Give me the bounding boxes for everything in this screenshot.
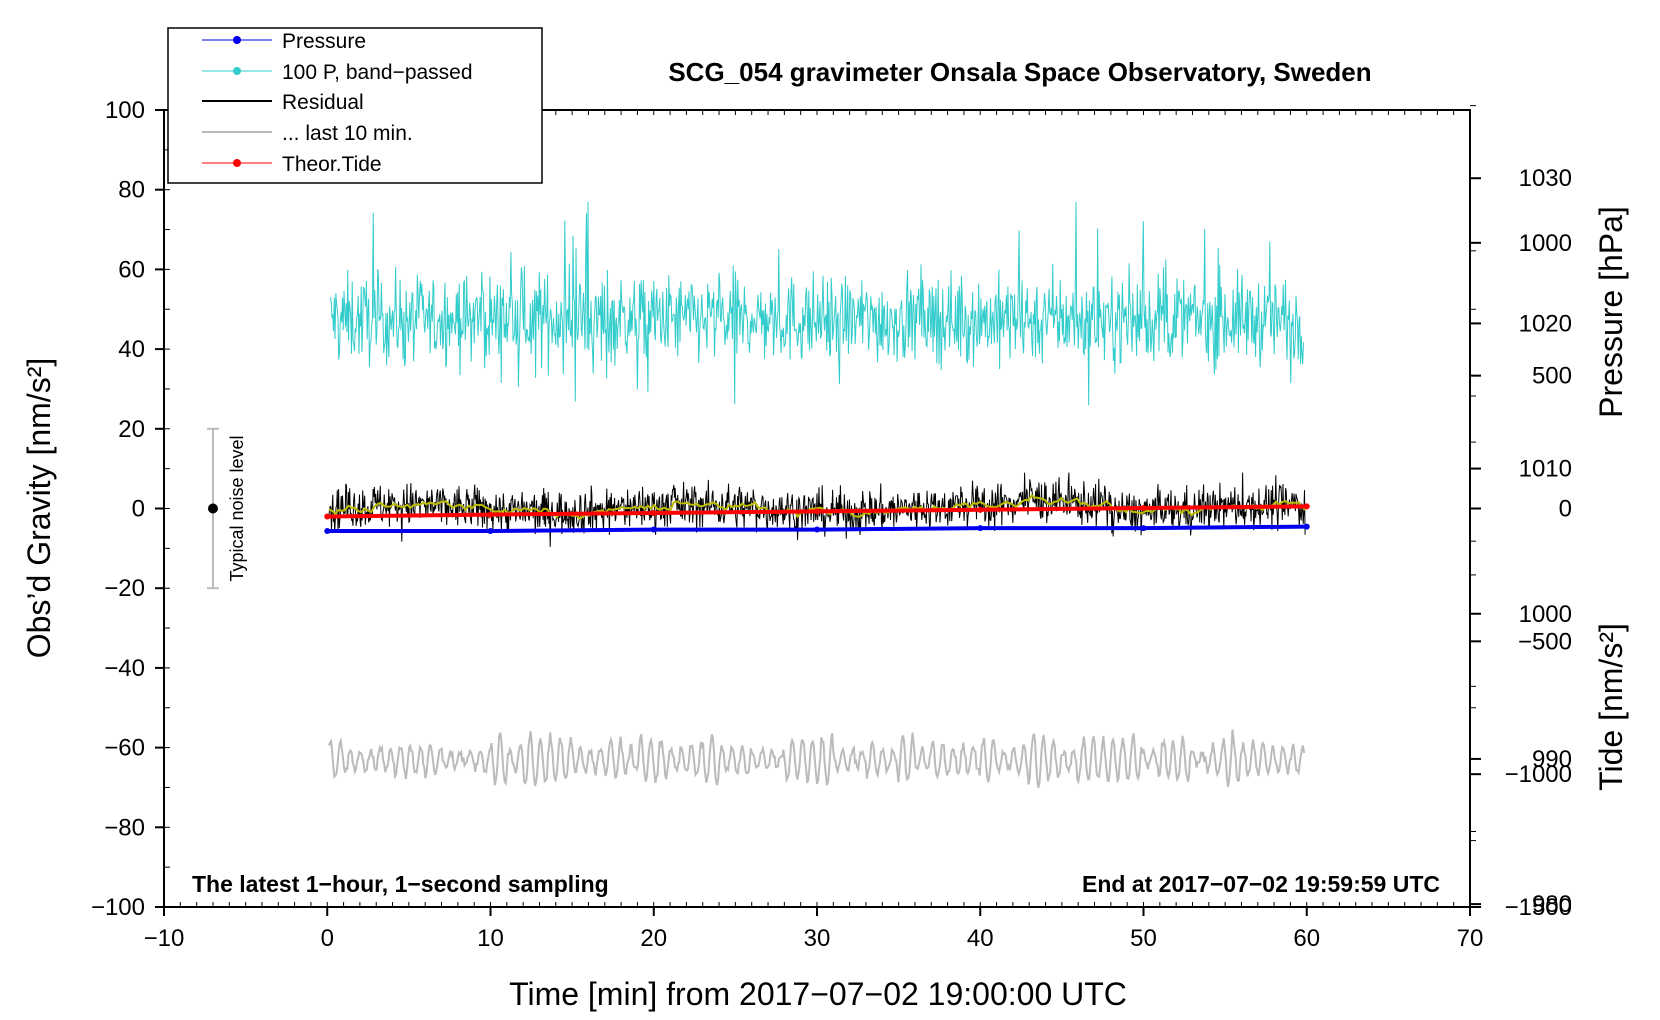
tide-tick-label: 500	[1532, 363, 1572, 390]
tide-point	[977, 506, 984, 513]
tide-point	[324, 513, 331, 520]
noise-bar-label: Typical noise level	[227, 435, 247, 581]
tide-axis-ticks: 1000 500 0 −500 −1000 −1500	[1470, 230, 1572, 921]
legend-label-band-passed: 100 P, band−passed	[282, 61, 473, 84]
series-last-10-min	[327, 729, 1306, 789]
pressure-point	[1140, 525, 1147, 532]
legend-label-pressure: Pressure	[282, 30, 366, 53]
pressure-axis-title: Pressure [hPa]	[1593, 206, 1629, 418]
x-tick-label: −10	[144, 925, 185, 952]
pressure-tick-label: 1010	[1519, 456, 1572, 483]
footnote-sampling: The latest 1−hour, 1−second sampling	[192, 871, 609, 897]
legend-label-residual: Residual	[282, 91, 364, 114]
legend: Pressure 100 P, band−passed Residual ...…	[167, 27, 543, 184]
tide-point	[814, 508, 820, 515]
y-tick-label: 0	[132, 496, 145, 523]
tide-point	[1303, 503, 1310, 510]
y-tick-label: 20	[118, 416, 145, 443]
pressure-tick-label: 980	[1532, 891, 1572, 918]
y-tick-label: 40	[118, 336, 145, 363]
pressure-tick-label: 1000	[1519, 601, 1572, 628]
noise-bar: Typical noise level	[206, 427, 247, 590]
tide-axis-title: Tide [nm/s²]	[1593, 623, 1629, 791]
tide-tick-label: −1000	[1505, 761, 1572, 788]
x-tick-label: 40	[967, 925, 994, 952]
pressure-axis-ticks: 1030 1020 1010 1000 990 980	[1470, 165, 1572, 918]
y-tick-label: 100	[105, 97, 145, 124]
series-theor-tide	[324, 503, 1310, 520]
pressure-point	[324, 528, 331, 535]
legend-marker-band-passed	[233, 67, 241, 75]
y-tick-label: 60	[118, 256, 145, 283]
pressure-point	[1303, 523, 1310, 530]
y-axis-title: Obs’d Gravity [nm/s²]	[21, 358, 57, 659]
tide-tick-label: 0	[1559, 496, 1572, 523]
x-tick-label: 10	[477, 925, 504, 952]
series-100p-band-passed	[330, 201, 1304, 406]
legend-box	[167, 27, 543, 184]
pressure-tick-label: 990	[1532, 746, 1572, 773]
y-tick-label: −80	[104, 814, 145, 841]
legend-label-theor-tide: Theor.Tide	[282, 153, 382, 176]
legend-marker-pressure	[233, 36, 241, 44]
pressure-tick-label: 1020	[1519, 310, 1572, 337]
legend-marker-theor-tide	[233, 159, 241, 167]
y-axis-ticks: 100 80 60 40 20 0 −20 −40 −60 −80 −100	[91, 97, 164, 921]
x-tick-label: 70	[1457, 925, 1484, 952]
x-tick-label: 50	[1130, 925, 1157, 952]
y-tick-label: −60	[104, 735, 145, 762]
x-axis-title: Time [min] from 2017−07−02 19:00:00 UTC	[509, 976, 1127, 1012]
tide-point	[487, 511, 494, 518]
series-pressure	[324, 523, 1310, 535]
legend-label-last-10-min: ... last 10 min.	[282, 122, 413, 145]
tide-point	[650, 510, 657, 517]
noise-bar-center	[207, 503, 218, 514]
y-tick-label: 80	[118, 177, 145, 204]
pressure-point	[487, 528, 494, 535]
y-tick-label: −40	[104, 655, 145, 682]
tide-tick-label: −500	[1518, 628, 1572, 655]
pressure-point	[977, 525, 984, 532]
x-tick-label: 60	[1293, 925, 1320, 952]
footnote-end-time: End at 2017−07−02 19:59:59 UTC	[1082, 871, 1440, 897]
tide-point	[1140, 504, 1147, 511]
x-tick-label: 0	[321, 925, 334, 952]
pressure-tick-label: 1030	[1519, 165, 1572, 192]
y-tick-label: −100	[91, 894, 145, 921]
chart-title: SCG_054 gravimeter Onsala Space Observat…	[668, 57, 1371, 87]
tide-tick-label: 1000	[1519, 230, 1572, 257]
x-tick-label: 20	[640, 925, 667, 952]
x-tick-label: 30	[804, 925, 831, 952]
pressure-point	[650, 526, 657, 533]
x-axis-ticks: −10 0 10 20 30 40 50 60 70	[144, 907, 1484, 952]
y-tick-label: −20	[104, 575, 145, 602]
pressure-point	[814, 526, 820, 533]
tide-tick-label: −1500	[1505, 894, 1572, 921]
series-residual-smoothed	[328, 494, 1306, 520]
